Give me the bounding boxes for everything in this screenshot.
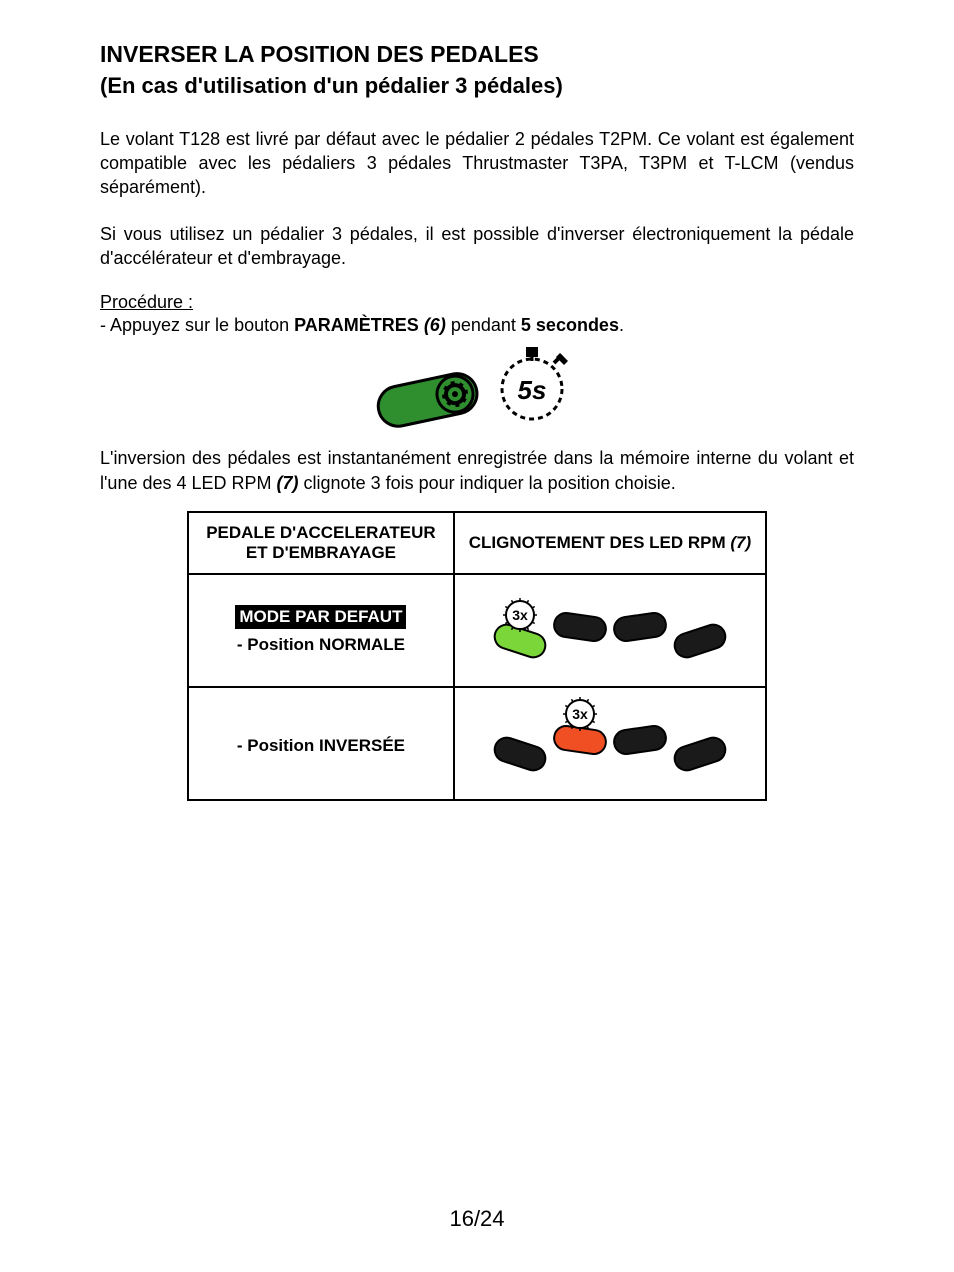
settings-button-icon	[375, 370, 481, 430]
paragraph-3: L'inversion des pédales est instantanéme…	[100, 446, 854, 495]
page-title: INVERSER LA POSITION DES PEDALES	[100, 40, 854, 69]
page-number: 16/24	[0, 1206, 954, 1232]
page: INVERSER LA POSITION DES PEDALES (En cas…	[0, 0, 954, 1272]
procedure-label: Procédure :	[100, 292, 193, 312]
procedure-step: - Appuyez sur le bouton PARAMÈTRES (6) p…	[100, 315, 854, 336]
button-timer-diagram: 5s	[100, 344, 854, 434]
table-header-right: CLIGNOTEMENT DES LED RPM (7)	[454, 512, 766, 574]
table-row: MODE PAR DEFAUT - Position NORMALE 3x	[188, 574, 766, 687]
cell-mode-normal: MODE PAR DEFAUT - Position NORMALE	[188, 574, 454, 687]
cell-led-inverted: 3x	[454, 687, 766, 800]
stopwatch-icon: 5s	[502, 347, 568, 419]
table-header-left: PEDALE D'ACCELERATEUR ET D'EMBRAYAGE	[188, 512, 454, 574]
paragraph-1: Le volant T128 est livré par défaut avec…	[100, 127, 854, 200]
led-table: PEDALE D'ACCELERATEUR ET D'EMBRAYAGE CLI…	[187, 511, 767, 801]
svg-text:3x: 3x	[512, 607, 528, 623]
svg-text:5s: 5s	[518, 375, 547, 405]
svg-text:3x: 3x	[572, 706, 588, 722]
cell-mode-inverted: - Position INVERSÉE	[188, 687, 454, 800]
table-row: - Position INVERSÉE 3x	[188, 687, 766, 800]
cell-led-normal: 3x	[454, 574, 766, 687]
paragraph-2: Si vous utilisez un pédalier 3 pédales, …	[100, 222, 854, 271]
page-subtitle: (En cas d'utilisation d'un pédalier 3 pé…	[100, 73, 854, 99]
